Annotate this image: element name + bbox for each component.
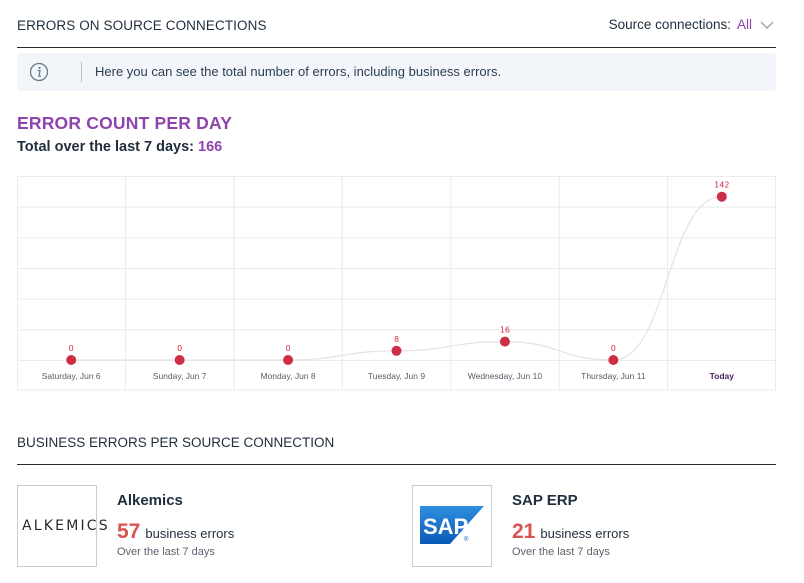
error-count-label: business errors — [145, 526, 235, 541]
x-tick-label: Wednesday, Jun 10 — [468, 371, 543, 381]
data-label: 16 — [500, 326, 510, 335]
svg-text:®: ® — [464, 536, 469, 543]
sap-logo-text: SAP — [423, 514, 468, 539]
data-point — [608, 355, 619, 365]
data-point — [716, 191, 727, 202]
sap-logo-icon: SAP ® — [420, 506, 484, 544]
source-name[interactable]: SAP ERP — [512, 492, 578, 509]
error-chart: 0 Saturday, Jun 6 0 Sunday, Jun 7 0 Monday, J… — [17, 176, 776, 391]
error-count-value: 57 — [117, 520, 141, 543]
data-point — [66, 355, 77, 365]
period-label: Over the last 7 days — [512, 546, 610, 558]
source-card-alkemics[interactable]: ALKEMICS Alkemics 57 business errors Ove… — [17, 485, 337, 567]
filter-label: Source connections: — [608, 17, 731, 32]
chevron-down-icon[interactable] — [760, 20, 774, 30]
x-tick-label: Monday, Jun 8 — [261, 371, 316, 381]
data-point — [499, 336, 510, 347]
total-value: 166 — [198, 139, 223, 155]
data-point — [283, 355, 294, 365]
data-point — [391, 345, 402, 356]
data-label: 0 — [69, 344, 74, 353]
data-label: 142 — [714, 181, 729, 190]
error-chart-svg: 0 Saturday, Jun 6 0 Sunday, Jun 7 0 Monday, J… — [17, 176, 776, 391]
x-tick-label: Sunday, Jun 7 — [153, 371, 207, 381]
data-point — [174, 355, 185, 365]
data-label: 0 — [611, 344, 616, 353]
business-errors-title: BUSINESS ERRORS PER SOURCE CONNECTION — [17, 435, 335, 450]
source-name[interactable]: Alkemics — [117, 492, 183, 509]
alkemics-logo: ALKEMICS — [17, 485, 108, 567]
section-title: ERRORS ON SOURCE CONNECTIONS — [17, 18, 267, 33]
error-count-label: business errors — [540, 526, 630, 541]
error-count-value: 21 — [512, 520, 536, 543]
x-tick-label: Thursday, Jun 11 — [581, 371, 646, 381]
info-divider — [81, 62, 82, 82]
section-header: ERRORS ON SOURCE CONNECTIONS Source conn… — [17, 0, 776, 48]
business-errors-header: BUSINESS ERRORS PER SOURCE CONNECTION — [17, 425, 776, 465]
filter-value[interactable]: All — [736, 17, 752, 32]
data-label: 8 — [394, 335, 399, 344]
info-banner: Here you can see the total number of err… — [17, 53, 776, 91]
alkemics-logo-text: ALKEMICS — [22, 518, 110, 534]
x-tick-label: Today — [710, 371, 735, 381]
source-card-sap-erp[interactable]: SAP ® SAP ERP 21 business errors Over th… — [412, 485, 732, 567]
business-error-count: 57 business errors — [117, 520, 234, 544]
period-label: Over the last 7 days — [117, 546, 215, 558]
info-icon — [29, 62, 49, 82]
business-error-count: 21 business errors — [512, 520, 629, 544]
error-count-title: ERROR COUNT PER DAY — [17, 113, 233, 133]
data-label: 0 — [286, 344, 291, 353]
sap-logo: SAP ® — [412, 485, 492, 567]
x-tick-label: Tuesday, Jun 9 — [368, 371, 425, 381]
data-label: 0 — [177, 344, 182, 353]
source-connections-filter[interactable]: Source connections: All — [609, 17, 774, 32]
x-tick-label: Saturday, Jun 6 — [42, 371, 101, 381]
info-text: Here you can see the total number of err… — [95, 64, 502, 79]
total-label: Total over the last 7 days: — [17, 139, 195, 155]
total-errors-line: Total over the last 7 days: 166 — [17, 139, 222, 155]
